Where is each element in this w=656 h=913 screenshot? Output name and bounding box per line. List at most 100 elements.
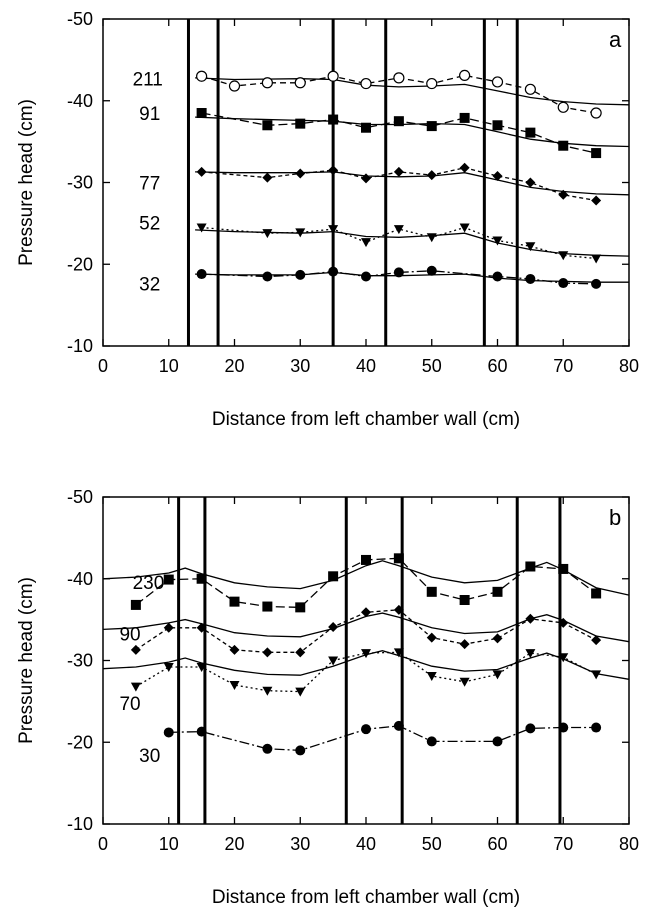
panel-b-series-90-point (328, 621, 339, 632)
panel-a-series-52-point (492, 236, 503, 246)
panel-b-series-90-point (262, 647, 273, 658)
panel-a-series-32-point (393, 267, 404, 278)
panel-a-series-32-point (361, 271, 371, 282)
panel-b-series-30-point (591, 722, 602, 733)
panel-b-series-70-point (163, 663, 174, 673)
panel-a-x-tick-label: 60 (487, 356, 507, 376)
panel-a-x-tick-label: 80 (619, 356, 639, 376)
panel-b-series-90-point (361, 607, 371, 618)
panel-a-series-32-point (525, 273, 536, 284)
panel-a-series-211-point (426, 77, 438, 90)
panel-a-series-211-point (228, 80, 241, 92)
panel-b-series-30-point (393, 720, 404, 731)
panel-a-series-52-point (361, 238, 371, 248)
panel-a-x-tick-label: 50 (422, 356, 442, 376)
panel-b-series-90-point (196, 622, 207, 633)
panel-b-series-label-90: 90 (119, 624, 140, 645)
panel-b-series-90-point (459, 639, 470, 650)
panel-b-series-70-point (295, 687, 306, 697)
panel-b-series-230-point (492, 586, 503, 597)
panel-b-x-tick-label: 30 (290, 834, 310, 854)
panel-b-series-70-point (130, 682, 141, 692)
panel-b-model-curves (102, 560, 630, 680)
panel-a-y-tick-label: -10 (67, 336, 93, 356)
panel-b-series-70-point (591, 670, 602, 680)
panel-a-series-32-point (558, 278, 569, 289)
panel-a-series-52-point (262, 229, 273, 239)
panel-b-series-label-30: 30 (139, 746, 160, 767)
panel-b-series-70-point (492, 670, 503, 680)
panel-b-ticks: 0 10 20 30 40 50 60 70 80 -10 -20 -30 -40 -50 (67, 487, 639, 854)
panel-b-series-30-point (558, 722, 569, 733)
panel-b-series-70-line (135, 651, 597, 693)
panel-a-series-52-point (196, 223, 207, 233)
panel-b-series-90-point (426, 632, 437, 643)
panel-a-series-52-point (525, 242, 536, 252)
panel-a-y-tick-label: -50 (67, 9, 93, 29)
panel-b-series-70-point (328, 656, 339, 666)
panel-b-y-tick-label: -30 (67, 651, 93, 671)
panel-b-x-tick-label: 60 (487, 834, 507, 854)
panel-a-x-tick-label: 10 (159, 356, 179, 376)
panel-a-series-52-point (426, 233, 437, 243)
panel-a-series-91-point (295, 118, 306, 129)
panel-b-x-tick-label: 80 (619, 834, 639, 854)
panel-b-series-30-point (361, 724, 371, 735)
panel-a-x-axis-label: Distance from left chamber wall (cm) (212, 409, 520, 430)
panel-b: 0 10 20 30 40 50 60 70 80 -10 -20 -30 -40 -50 230 90 70… (16, 487, 639, 908)
panel-b-series-90-point (295, 647, 306, 658)
panel-b-series-90-point (229, 644, 240, 655)
panel-b-series-230-point (591, 588, 602, 599)
panel-a-series-77-point (558, 189, 569, 200)
panel-a-series-77-point (426, 170, 437, 181)
panel-a-series-77-point (591, 195, 602, 206)
panel-b-series-230-point (163, 574, 174, 585)
panel-a-series-91-point (361, 122, 371, 133)
panel-a-series-91-point (459, 112, 470, 123)
panel-b-y-tick-label: -20 (67, 732, 93, 752)
panel-a-series-77-point (459, 162, 470, 173)
panel-a-series-91-point (492, 120, 503, 131)
panel-b-data-series (130, 553, 602, 756)
panel-b-series-30-point (262, 743, 273, 754)
panel-a-series-211-point (360, 77, 372, 90)
panel-b-y-tick-label: -50 (67, 487, 93, 507)
panel-b-x-tick-label: 70 (553, 834, 573, 854)
panel-a-series-label-52: 52 (139, 213, 160, 234)
panel-a-series-91-point (525, 127, 536, 138)
panel-a-x-tick-label: 70 (553, 356, 573, 376)
panel-a-chamber-walls (186, 19, 519, 346)
panel-b-series-30-point (525, 723, 536, 734)
panel-a-series-91-point (426, 121, 437, 132)
panel-a-series-32-point (426, 265, 437, 276)
panel-a-series-91-point (262, 120, 273, 131)
panel-b-series-90-point (525, 613, 536, 624)
panel-a-series-211-point (524, 83, 536, 95)
panel-b-x-tick-label: 0 (98, 834, 108, 854)
panel-a-series-52-point (591, 254, 602, 264)
panel-a-series-52-point (328, 225, 339, 235)
panel-b-x-tick-label: 10 (159, 834, 179, 854)
panel-a-y-tick-label: -30 (67, 173, 93, 193)
panel-b-x-axis-label: Distance from left chamber wall (cm) (212, 887, 520, 908)
panel-a-y-tick-label: -40 (67, 91, 93, 111)
panel-b-series-70-point (393, 648, 404, 658)
panel-b-series-90-point (492, 633, 503, 644)
panel-a-series-label-32: 32 (139, 275, 160, 296)
panel-b-series-70-point (262, 686, 273, 696)
panel-a-series-211-point (491, 76, 504, 88)
panel-b-series-70-point (525, 649, 536, 659)
panel-a-series-52-point (459, 223, 470, 233)
panel-a-series-91-point (393, 116, 404, 127)
panel-b-y-tick-label: -40 (67, 569, 93, 589)
panel-a-series-32-point (492, 271, 503, 282)
panel-b-series-70-point (361, 649, 371, 659)
panel-a-x-tick-label: 0 (98, 356, 108, 376)
panel-b-series-230-point (262, 601, 273, 612)
panel-a-y-tick-label: -20 (67, 254, 93, 274)
panel-b-series-30-point (196, 726, 207, 737)
panel-b-series-90-point (591, 635, 602, 646)
panel-a-series-32-point (328, 266, 339, 277)
panel-b-series-70-point (426, 672, 437, 682)
